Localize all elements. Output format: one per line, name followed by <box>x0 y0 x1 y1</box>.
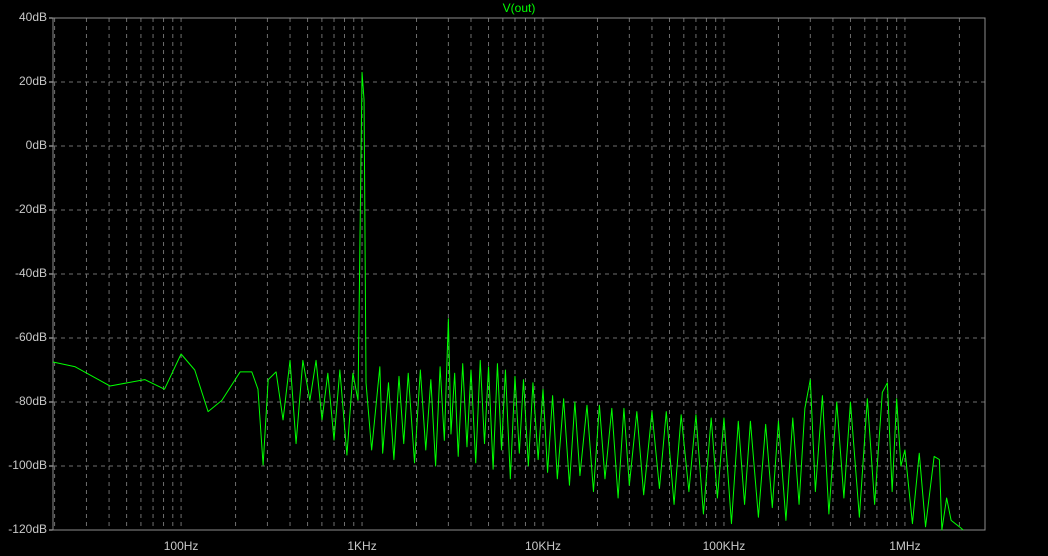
y-tick-label: 40dB <box>19 10 47 24</box>
x-tick-label: 100KHz <box>703 539 746 553</box>
trace-label[interactable]: V(out) <box>503 1 536 15</box>
x-tick-label: 10KHz <box>525 539 561 553</box>
y-tick-label: 0dB <box>26 138 47 152</box>
y-tick-label: -60dB <box>15 330 47 344</box>
y-tick-label: 20dB <box>19 74 47 88</box>
x-tick-label: 100Hz <box>164 539 199 553</box>
x-tick-label: 1KHz <box>347 539 376 553</box>
y-tick-label: -100dB <box>8 458 47 472</box>
y-tick-label: -80dB <box>15 394 47 408</box>
plot-frame <box>52 17 986 531</box>
x-tick-label: 1MHz <box>889 539 920 553</box>
trace <box>52 71 964 531</box>
y-tick-label: -40dB <box>15 266 47 280</box>
y-tick-label: -20dB <box>15 202 47 216</box>
y-tick-label: -120dB <box>8 522 47 536</box>
